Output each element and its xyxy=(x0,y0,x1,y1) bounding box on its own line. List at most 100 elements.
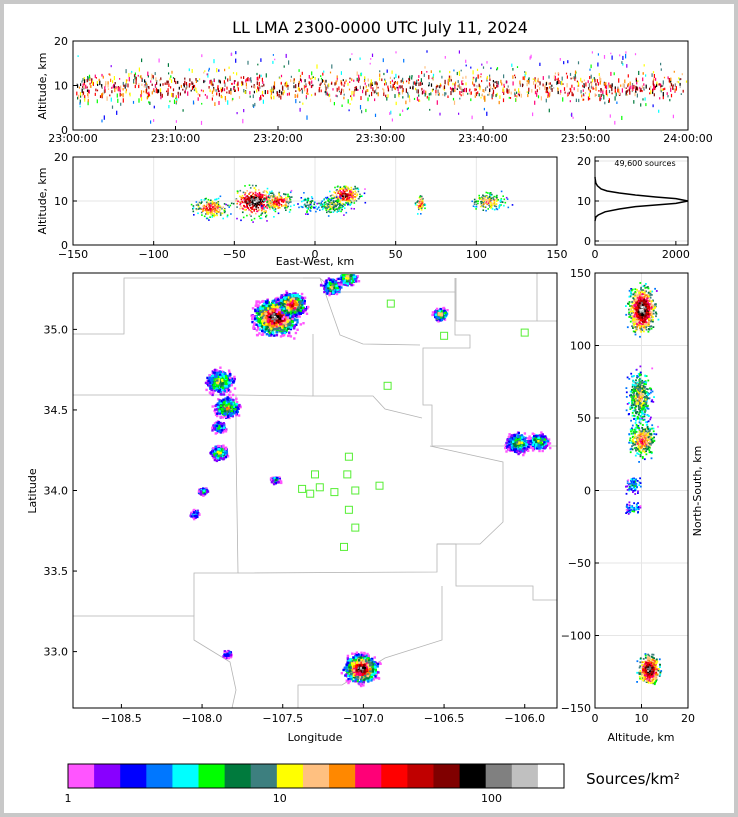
time-height-source-mark xyxy=(652,83,655,86)
ew-height-source-mark xyxy=(211,203,214,206)
ew-height-source-mark xyxy=(348,199,351,201)
time-height-source-mark xyxy=(148,91,150,94)
time-height-source-mark xyxy=(114,82,116,85)
ew-height-source-mark xyxy=(279,206,281,209)
time-height-source-mark xyxy=(411,76,413,80)
time-height-source-mark xyxy=(185,87,187,91)
ew-height-source-mark xyxy=(340,207,343,209)
ew-height-source-mark xyxy=(306,201,308,204)
time-height-source-mark xyxy=(573,87,575,91)
ew-height-source-mark xyxy=(339,206,342,209)
plan-view-source-mark xyxy=(262,312,265,315)
ew-height-source-mark xyxy=(206,211,208,213)
time-height-source-mark xyxy=(408,78,411,82)
time-height-source-mark xyxy=(415,82,417,86)
time-height-source-mark xyxy=(375,89,377,94)
time-height-source-mark xyxy=(673,87,675,91)
ew-height-source-mark xyxy=(342,192,344,195)
time-height-source-mark xyxy=(117,98,119,103)
ew-height-source-mark xyxy=(248,193,250,195)
time-height-source-mark xyxy=(135,76,137,81)
time-height-source-mark xyxy=(160,92,162,97)
time-height-source-mark xyxy=(341,88,343,91)
time-height-source-mark xyxy=(519,91,521,95)
time-height-source-mark xyxy=(224,96,226,101)
ew-height-source-mark xyxy=(345,211,348,214)
time-height-source-mark xyxy=(147,75,149,78)
time-height-source-mark xyxy=(577,85,579,88)
time-height-source-mark xyxy=(200,89,203,92)
time-height-source-mark xyxy=(199,94,201,97)
ew-height-source-mark xyxy=(255,194,257,196)
time-height-source-mark xyxy=(437,85,439,88)
time-height-source-mark xyxy=(413,97,416,100)
ew-height-source-mark xyxy=(492,198,495,201)
time-height-source-mark xyxy=(262,99,264,104)
ew-height-source-mark xyxy=(336,208,338,210)
time-height-source-mark xyxy=(635,89,637,91)
time-height-source-mark xyxy=(539,81,541,85)
ew-height-source-mark xyxy=(287,202,290,205)
plan-view-source-mark xyxy=(300,292,304,296)
ew-height-source-mark xyxy=(421,204,424,206)
time-height-source-mark xyxy=(508,96,510,99)
ew-height-source-mark xyxy=(242,201,244,204)
plan-view-source-mark xyxy=(281,325,285,328)
time-height-source-mark xyxy=(591,78,594,83)
time-height-xtick-label: 24:00:00 xyxy=(663,132,712,145)
time-height-source-mark xyxy=(417,79,419,82)
plan-view-source-mark xyxy=(261,333,265,336)
ew-height-source-mark xyxy=(336,211,338,213)
time-height-source-mark xyxy=(247,77,249,82)
ew-height-source-mark xyxy=(502,195,504,197)
ew-height-source-mark xyxy=(242,216,245,219)
ew-height-source-mark xyxy=(288,211,291,213)
time-height-source-mark xyxy=(595,86,597,91)
ew-height-source-mark xyxy=(213,213,215,215)
time-height-source-mark xyxy=(212,83,214,87)
ew-height-source-mark xyxy=(328,200,330,202)
time-height-source-mark xyxy=(109,94,111,97)
time-height-source-mark xyxy=(560,89,562,94)
time-height-source-mark xyxy=(246,78,248,82)
time-height-source-mark xyxy=(471,115,473,120)
time-height-source-mark xyxy=(156,81,158,85)
time-height-source-mark xyxy=(288,92,290,96)
time-height-source-mark xyxy=(467,92,469,95)
time-height-source-mark xyxy=(147,86,149,88)
ew-height-source-mark xyxy=(232,202,235,205)
time-height-source-mark xyxy=(439,85,441,89)
time-height-source-mark xyxy=(503,91,505,95)
ew-height-source-mark xyxy=(309,203,312,206)
time-height-source-mark xyxy=(633,100,635,104)
time-height-source-mark xyxy=(204,80,206,83)
time-height-source-mark xyxy=(438,92,440,96)
time-height-source-mark xyxy=(131,70,133,74)
time-height-source-mark xyxy=(432,73,435,77)
ew-height-source-mark xyxy=(274,210,277,213)
plan-view-source-mark xyxy=(261,307,264,310)
time-height-source-mark xyxy=(82,91,85,95)
ew-height-source-mark xyxy=(322,203,325,205)
time-height-source-mark xyxy=(458,50,460,54)
plan-view-source-mark xyxy=(255,333,259,337)
time-height-source-mark xyxy=(308,81,310,84)
time-height-source-mark xyxy=(584,92,587,94)
time-height-source-mark xyxy=(487,93,489,96)
ew-height-source-mark xyxy=(250,197,252,199)
time-height-source-mark xyxy=(186,84,188,88)
ew-height-source-mark xyxy=(334,208,337,211)
time-height-source-mark xyxy=(82,84,84,87)
time-height-source-mark xyxy=(407,107,409,110)
ew-height-source-mark xyxy=(249,198,252,201)
time-height-source-mark xyxy=(340,81,343,85)
ew-height-xtick-label: 0 xyxy=(312,248,319,261)
time-height-source-mark xyxy=(624,79,626,84)
ew-height-source-mark xyxy=(209,202,212,205)
ew-height-source-mark xyxy=(325,206,327,209)
ew-height-source-mark xyxy=(282,198,285,201)
time-height-source-mark xyxy=(428,84,430,87)
time-height-source-mark xyxy=(614,120,616,125)
ew-height-source-mark xyxy=(481,203,484,206)
plan-view-source-mark xyxy=(265,323,268,326)
